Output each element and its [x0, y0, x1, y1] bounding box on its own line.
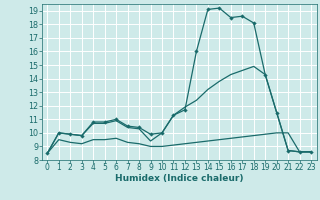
X-axis label: Humidex (Indice chaleur): Humidex (Indice chaleur) — [115, 174, 244, 183]
